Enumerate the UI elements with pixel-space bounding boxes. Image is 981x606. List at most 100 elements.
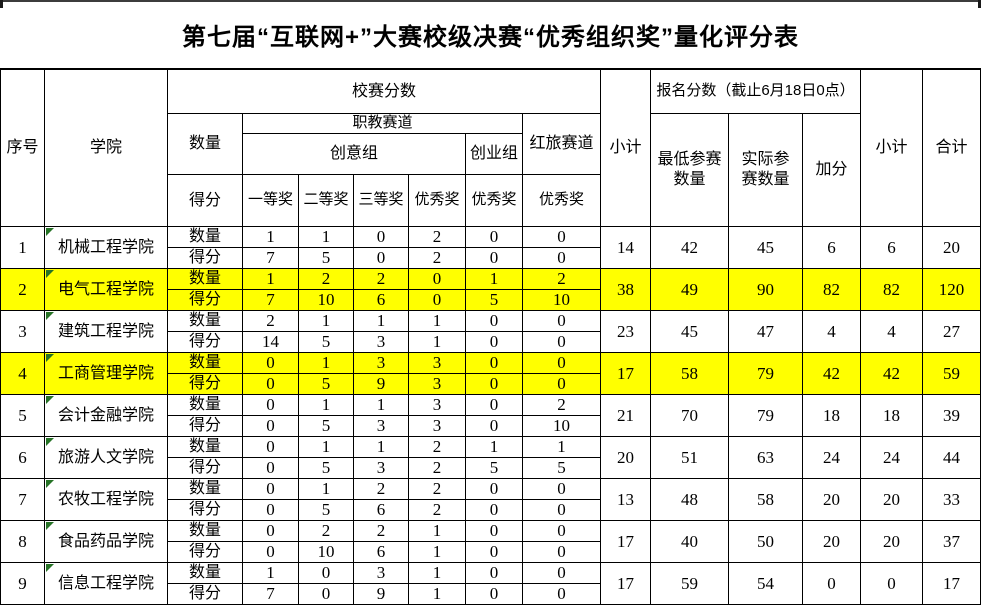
quantity-cell: 0 xyxy=(523,353,601,374)
min-entries-cell: 58 xyxy=(651,353,729,395)
header-bonus: 加分 xyxy=(803,114,861,227)
college-cell: 农牧工程学院 xyxy=(45,479,168,521)
college-cell: 工商管理学院 xyxy=(45,353,168,395)
total-cell: 120 xyxy=(923,269,981,311)
score-cell: 9 xyxy=(354,374,409,395)
score-row-label: 得分 xyxy=(168,416,243,437)
score-cell: 5 xyxy=(299,500,354,521)
header-excellence-prize-red: 优秀奖 xyxy=(523,175,601,227)
quantity-row-label: 数量 xyxy=(168,479,243,500)
header-second-prize: 二等奖 xyxy=(299,175,354,227)
score-cell: 14 xyxy=(243,332,299,353)
quantity-cell: 1 xyxy=(409,521,466,542)
score-row-label: 得分 xyxy=(168,248,243,269)
excel-flag-triangle-icon xyxy=(46,228,54,236)
total-cell: 27 xyxy=(923,311,981,353)
excel-flag-triangle-icon xyxy=(46,396,54,404)
college-cell: 信息工程学院 xyxy=(45,563,168,605)
quantity-row-label: 数量 xyxy=(168,437,243,458)
quantity-cell: 1 xyxy=(299,227,354,248)
min-entries-cell: 70 xyxy=(651,395,729,437)
subtotal-school-cell: 23 xyxy=(601,311,651,353)
quantity-cell: 1 xyxy=(466,269,523,290)
score-cell: 5 xyxy=(523,458,601,479)
quantity-cell: 1 xyxy=(243,227,299,248)
quantity-cell: 0 xyxy=(466,353,523,374)
quantity-cell: 2 xyxy=(354,269,409,290)
score-cell: 1 xyxy=(409,332,466,353)
header-startup-group: 创业组 xyxy=(466,134,523,175)
bonus-cell: 6 xyxy=(803,227,861,269)
serial-cell: 4 xyxy=(1,353,45,395)
college-cell: 食品药品学院 xyxy=(45,521,168,563)
quantity-cell: 1 xyxy=(299,479,354,500)
quantity-cell: 2 xyxy=(409,437,466,458)
subtotal-school-cell: 20 xyxy=(601,437,651,479)
college-cell: 机械工程学院 xyxy=(45,227,168,269)
serial-cell: 6 xyxy=(1,437,45,479)
actual-entries-cell: 54 xyxy=(729,563,803,605)
header-actual-entries: 实际参赛数量 xyxy=(729,114,803,227)
score-cell: 5 xyxy=(466,458,523,479)
quantity-cell: 3 xyxy=(354,353,409,374)
bonus-cell: 20 xyxy=(803,479,861,521)
excel-flag-triangle-icon xyxy=(46,270,54,278)
quantity-cell: 1 xyxy=(409,563,466,584)
top-right-tick xyxy=(978,0,981,8)
quantity-cell: 1 xyxy=(299,353,354,374)
college-name: 机械工程学院 xyxy=(57,238,154,256)
score-cell: 3 xyxy=(409,374,466,395)
serial-cell: 5 xyxy=(1,395,45,437)
min-entries-cell: 40 xyxy=(651,521,729,563)
top-edge-line xyxy=(0,0,981,2)
quantity-cell: 0 xyxy=(243,521,299,542)
quantity-cell: 0 xyxy=(466,479,523,500)
quantity-cell: 0 xyxy=(466,227,523,248)
score-cell: 0 xyxy=(466,374,523,395)
min-entries-cell: 51 xyxy=(651,437,729,479)
quantity-cell: 0 xyxy=(299,563,354,584)
quantity-row-label: 数量 xyxy=(168,353,243,374)
subtotal-school-cell: 17 xyxy=(601,563,651,605)
quantity-cell: 2 xyxy=(354,479,409,500)
quantity-cell: 3 xyxy=(354,563,409,584)
score-cell: 7 xyxy=(243,290,299,311)
serial-cell: 1 xyxy=(1,227,45,269)
score-row-label: 得分 xyxy=(168,332,243,353)
score-cell: 0 xyxy=(523,248,601,269)
quantity-row-label: 数量 xyxy=(168,227,243,248)
college-name: 建筑工程学院 xyxy=(57,322,154,340)
college-name: 食品药品学院 xyxy=(57,532,154,550)
quantity-cell: 1 xyxy=(354,437,409,458)
serial-cell: 3 xyxy=(1,311,45,353)
college-name: 农牧工程学院 xyxy=(57,490,154,508)
header-excellence-prize-creative: 优秀奖 xyxy=(409,175,466,227)
quantity-row-label: 数量 xyxy=(168,311,243,332)
college-cell: 旅游人文学院 xyxy=(45,437,168,479)
quantity-cell: 2 xyxy=(299,521,354,542)
actual-entries-cell: 45 xyxy=(729,227,803,269)
quantity-cell: 0 xyxy=(243,395,299,416)
header-school-score: 校赛分数 xyxy=(168,70,601,114)
header-quantity-label: 数量 xyxy=(168,114,243,175)
score-cell: 10 xyxy=(523,290,601,311)
quantity-cell: 0 xyxy=(466,311,523,332)
quantity-cell: 0 xyxy=(243,437,299,458)
total-cell: 44 xyxy=(923,437,981,479)
score-cell: 6 xyxy=(354,290,409,311)
quantity-cell: 0 xyxy=(523,521,601,542)
score-cell: 0 xyxy=(243,374,299,395)
bonus-cell: 4 xyxy=(803,311,861,353)
min-entries-cell: 42 xyxy=(651,227,729,269)
college-name: 信息工程学院 xyxy=(57,574,154,592)
score-cell: 5 xyxy=(299,416,354,437)
score-cell: 5 xyxy=(466,290,523,311)
actual-entries-cell: 50 xyxy=(729,521,803,563)
score-cell: 1 xyxy=(409,584,466,605)
header-vocational-track: 职教赛道 xyxy=(243,114,523,134)
quantity-cell: 2 xyxy=(409,479,466,500)
college-cell: 电气工程学院 xyxy=(45,269,168,311)
quantity-cell: 0 xyxy=(523,563,601,584)
quantity-cell: 0 xyxy=(409,269,466,290)
actual-entries-cell: 79 xyxy=(729,395,803,437)
